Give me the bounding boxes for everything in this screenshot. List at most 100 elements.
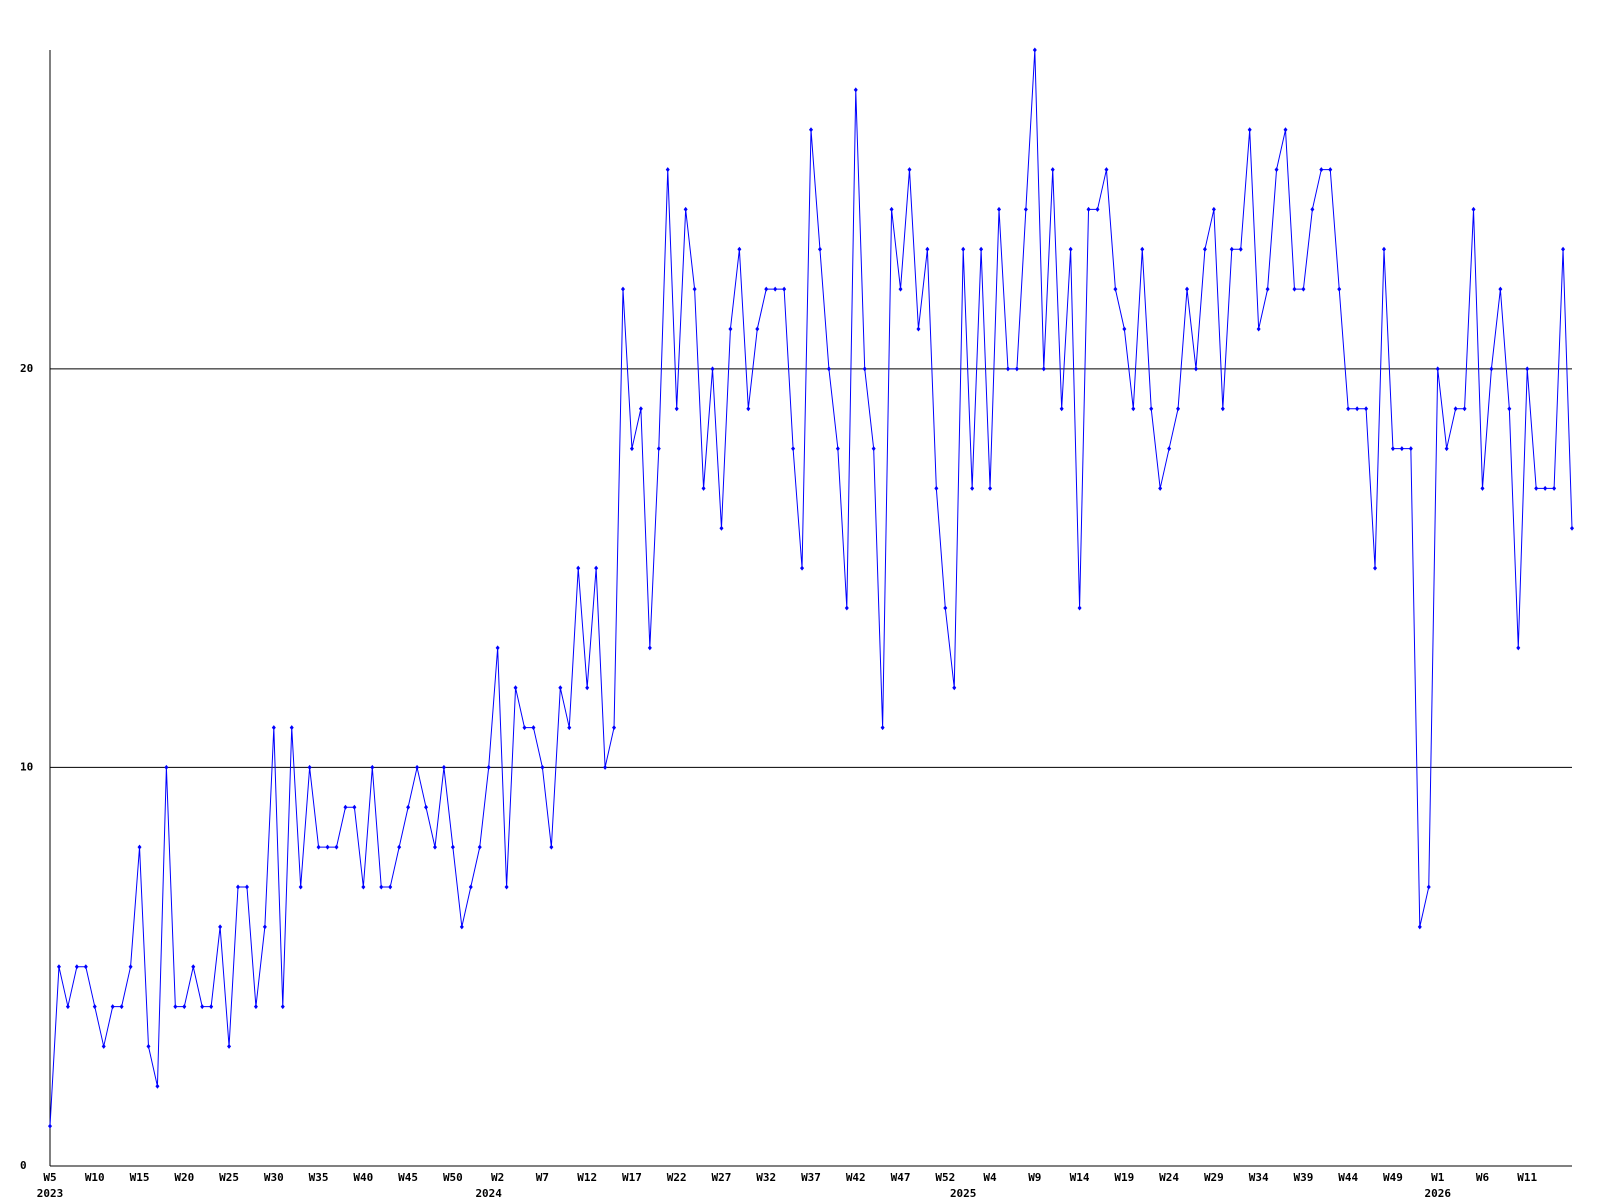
point-marker [1310,206,1315,212]
point-marker [1480,485,1485,491]
point-marker [1238,246,1243,252]
point-marker [791,446,796,452]
point-marker [1561,246,1566,252]
point-marker [943,605,948,611]
point-marker [835,446,840,452]
x-year-label: 2024 [475,1187,502,1200]
point-marker [298,884,303,890]
point-marker [1202,246,1207,252]
point-marker [988,485,993,491]
point-marker [486,764,491,770]
point-marker [146,1043,151,1049]
point-marker [406,804,411,810]
x-tick-label: W7 [536,1171,549,1184]
x-tick-label: W4 [983,1171,997,1184]
point-marker [450,844,455,850]
point-marker [388,884,393,890]
point-marker [701,485,706,491]
point-marker [522,725,527,731]
point-marker [1032,47,1037,53]
point-marker [1346,406,1351,412]
x-tick-label: W9 [1028,1171,1041,1184]
x-tick-label: W42 [846,1171,866,1184]
point-marker [925,246,930,252]
point-marker [898,286,903,292]
point-marker [826,366,831,372]
point-marker [110,1004,115,1010]
point-marker [164,764,169,770]
point-marker [1373,565,1378,571]
x-tick-label: W22 [667,1171,687,1184]
x-tick-label: W40 [353,1171,373,1184]
point-marker [1301,286,1306,292]
point-marker [1158,485,1163,491]
point-marker [1319,167,1324,173]
x-tick-label: W35 [309,1171,329,1184]
x-tick-label: W19 [1114,1171,1134,1184]
point-marker [236,884,241,890]
point-marker [1534,485,1539,491]
point-marker [1408,446,1413,452]
point-marker [1220,406,1225,412]
point-marker [1283,127,1288,133]
point-marker [1176,406,1181,412]
x-tick-label: W11 [1517,1171,1537,1184]
y-tick-label: 10 [20,760,33,773]
x-tick-label: W25 [219,1171,239,1184]
point-marker [612,725,617,731]
point-marker [1023,206,1028,212]
point-marker [638,406,643,412]
point-marker [620,286,625,292]
point-marker [1265,286,1270,292]
point-marker [1525,366,1530,372]
point-marker [468,884,473,890]
point-marker [92,1004,97,1010]
x-tick-label: W1 [1431,1171,1445,1184]
point-marker [65,1004,70,1010]
point-marker [1086,206,1091,212]
x-tick-label: W2 [491,1171,504,1184]
point-marker [1167,446,1172,452]
point-marker [83,964,88,970]
point-marker [997,206,1002,212]
point-marker [934,485,939,491]
x-year-label: 2025 [950,1187,977,1200]
x-tick-label: W49 [1383,1171,1403,1184]
x-tick-label: W29 [1204,1171,1224,1184]
point-marker [764,286,769,292]
point-marker [952,685,957,691]
point-marker [244,884,249,890]
point-marker [1068,246,1073,252]
point-marker [209,1004,214,1010]
point-marker [370,764,375,770]
y-tick-label: 0 [20,1159,27,1172]
x-year-label: 2023 [37,1187,64,1200]
point-marker [262,924,267,930]
point-marker [880,725,885,731]
point-marker [540,764,545,770]
point-marker [746,406,751,412]
point-marker [1113,286,1118,292]
x-tick-label: W5 [43,1171,56,1184]
point-marker [1543,485,1548,491]
point-marker [961,246,966,252]
x-tick-label: W37 [801,1171,821,1184]
point-marker [173,1004,178,1010]
point-marker [495,645,500,651]
x-tick-label: W6 [1476,1171,1490,1184]
point-marker [1149,406,1154,412]
point-marker [603,764,608,770]
point-marker [1131,406,1136,412]
point-marker [710,366,715,372]
point-marker [379,884,384,890]
point-marker [415,764,420,770]
point-marker [1077,605,1082,611]
point-marker [325,844,330,850]
point-marker [361,884,366,890]
point-marker [280,1004,285,1010]
x-tick-label: W12 [577,1171,597,1184]
x-tick-label: W20 [174,1171,194,1184]
point-marker [513,685,518,691]
x-tick-label: W50 [443,1171,463,1184]
point-marker [755,326,760,332]
